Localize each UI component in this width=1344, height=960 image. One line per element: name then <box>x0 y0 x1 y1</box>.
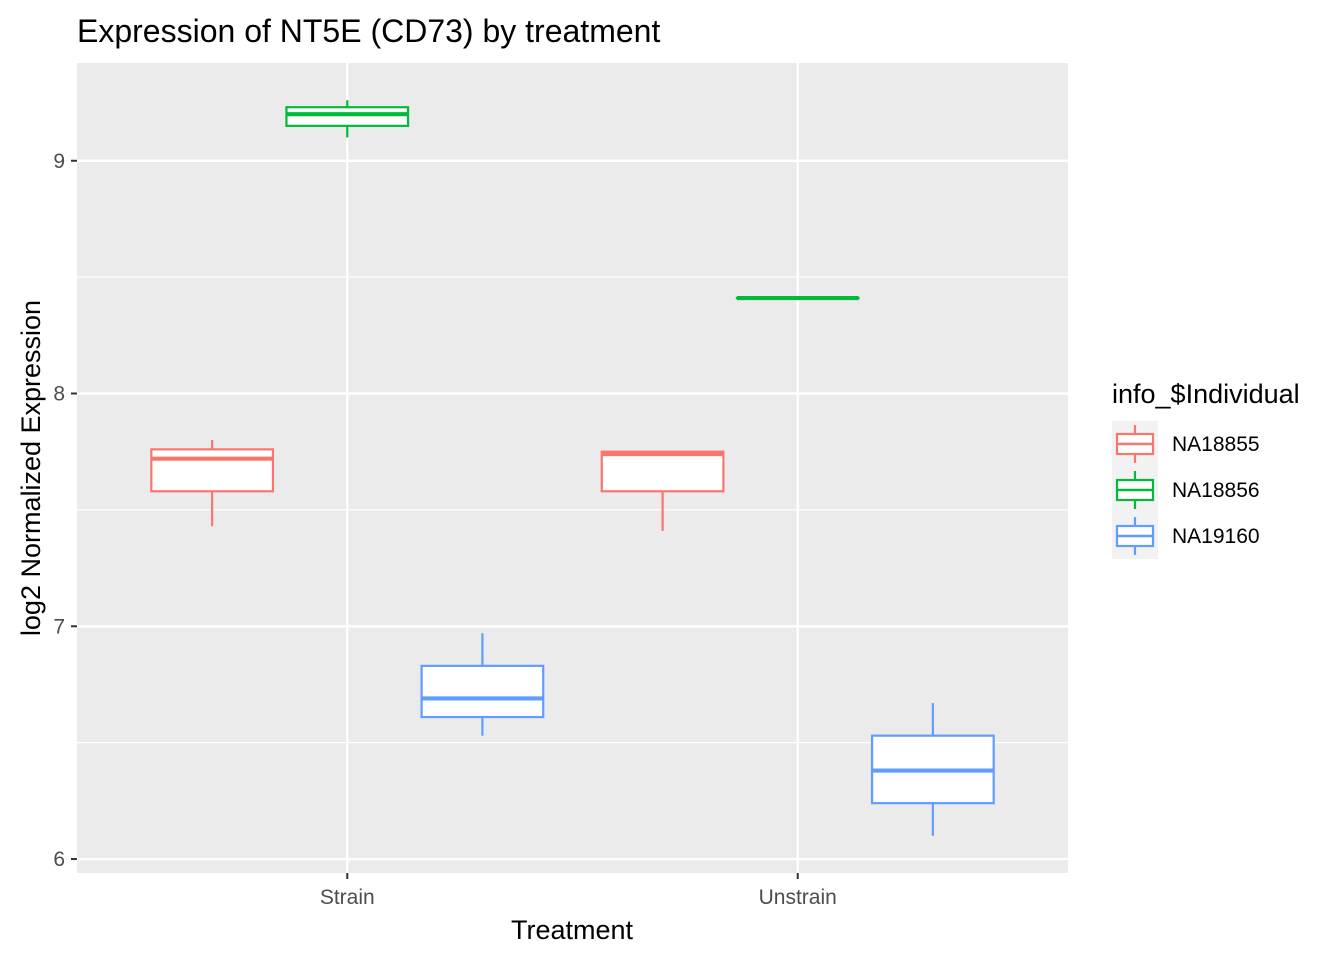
legend-label: NA19160 <box>1172 525 1260 548</box>
legend-item-NA18856: NA18856 <box>1112 467 1260 513</box>
box-NA18855-Strain <box>150 440 275 527</box>
box-rect <box>285 106 410 127</box>
boxes <box>150 100 995 836</box>
box-rect <box>150 448 275 493</box>
x-tick-label: Strain <box>320 886 375 909</box>
grid-major <box>77 63 1068 873</box>
y-tick-label: 7 <box>53 615 65 638</box>
box-NA18855-Unstrain <box>600 450 725 531</box>
y-tick-label: 8 <box>53 383 65 406</box>
legend: info_$Individual NA18855 NA18856 NA19160 <box>1112 379 1300 559</box>
legend-label: NA18856 <box>1172 479 1260 502</box>
box-NA18856-Strain <box>285 100 410 138</box>
legend-title: info_$Individual <box>1112 379 1300 409</box>
legend-item-NA18855: NA18855 <box>1112 421 1260 467</box>
legend-label: NA18855 <box>1172 433 1260 456</box>
y-axis: 6 7 8 9 <box>53 150 77 871</box>
legend-item-NA19160: NA19160 <box>1112 513 1260 559</box>
y-tick-label: 9 <box>53 150 65 173</box>
box-rect <box>600 450 725 493</box>
x-axis: Strain Unstrain <box>320 873 837 909</box>
chart-title: Expression of NT5E (CD73) by treatment <box>77 13 660 49</box>
x-tick-label: Unstrain <box>759 886 837 909</box>
box-rect <box>420 664 545 719</box>
box-NA19160-Strain <box>420 633 545 736</box>
box-NA19160-Unstrain <box>870 703 995 836</box>
y-tick-label: 6 <box>53 848 65 871</box>
x-axis-title: Treatment <box>511 915 634 945</box>
y-axis-title: log2 Normalized Expression <box>16 300 46 636</box>
